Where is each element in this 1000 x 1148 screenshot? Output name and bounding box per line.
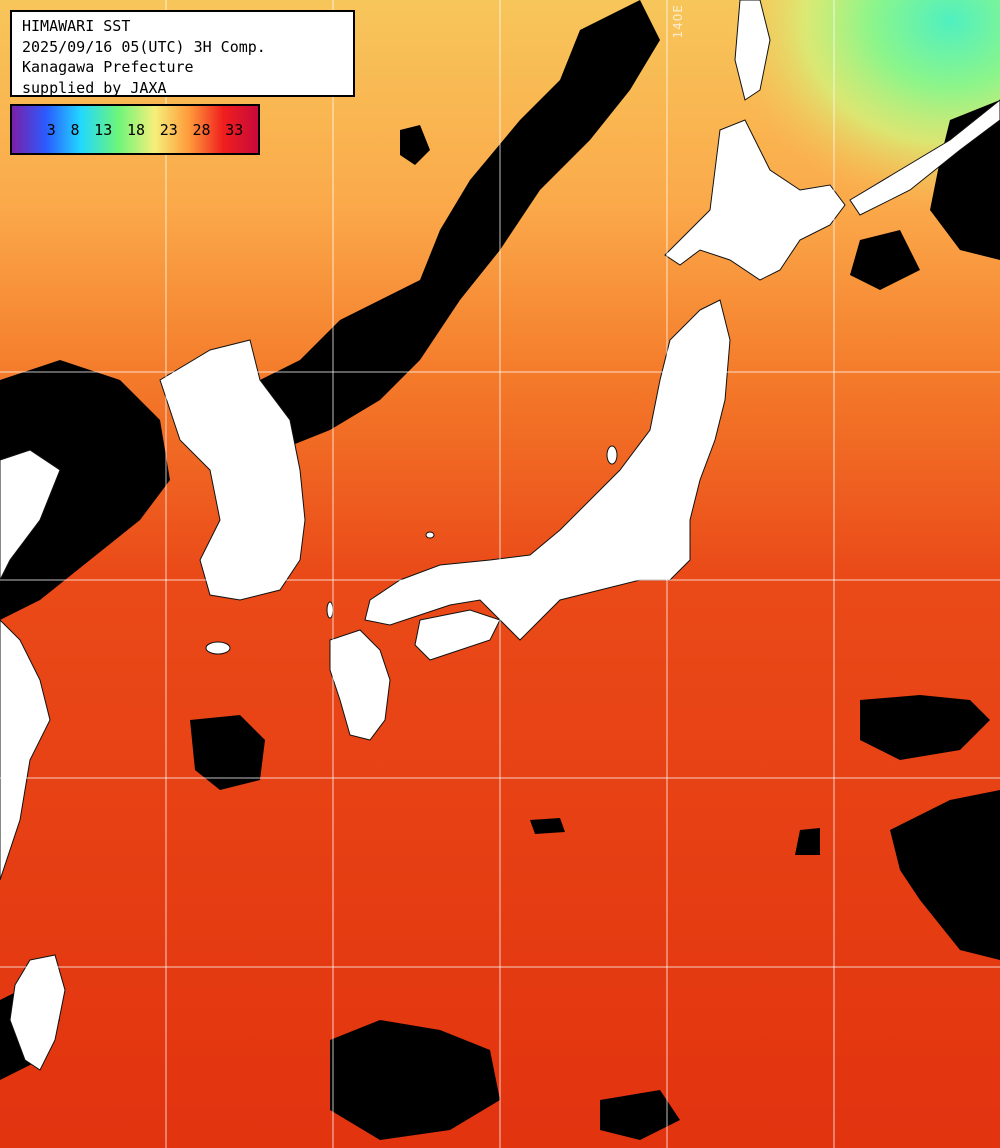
hokkaido-landmass (664, 119, 846, 281)
kyushu-landmass (329, 629, 391, 741)
land-masses (0, 0, 1000, 1071)
legend-tick: 33 (225, 120, 244, 139)
info-box: HIMAWARI SST 2025/09/16 05(UTC) 3H Comp.… (10, 10, 355, 97)
sakhalin-landmass (734, 0, 771, 101)
legend-tick: 3 (46, 120, 56, 139)
legend-colorbar (12, 106, 258, 153)
shikoku-landmass (414, 609, 501, 661)
temperature-legend: 3 8 13 18 23 28 33 (10, 104, 260, 155)
supplier-credit: supplied by JAXA (22, 78, 167, 97)
oki-island (425, 531, 435, 539)
china-coast (0, 449, 61, 881)
legend-tick: 23 (159, 120, 178, 139)
legend-tick: 18 (126, 120, 145, 139)
kuril-land (849, 99, 1000, 216)
honshu-landmass (364, 299, 731, 641)
product-title: HIMAWARI SST (22, 17, 131, 35)
prefecture-name: Kanagawa Prefecture (22, 58, 194, 76)
sado-island (606, 445, 618, 465)
longitude-label: 140E (671, 4, 685, 39)
timestamp: 2025/09/16 05(UTC) 3H Comp. (22, 37, 266, 56)
legend-ticks: 3 8 13 18 23 28 33 (12, 106, 258, 153)
legend-tick: 8 (70, 120, 80, 139)
jeju-island (205, 641, 231, 655)
tsushima-island (326, 601, 334, 619)
legend-tick: 28 (192, 120, 211, 139)
legend-tick: 13 (94, 120, 113, 139)
korea-landmass (159, 339, 306, 601)
